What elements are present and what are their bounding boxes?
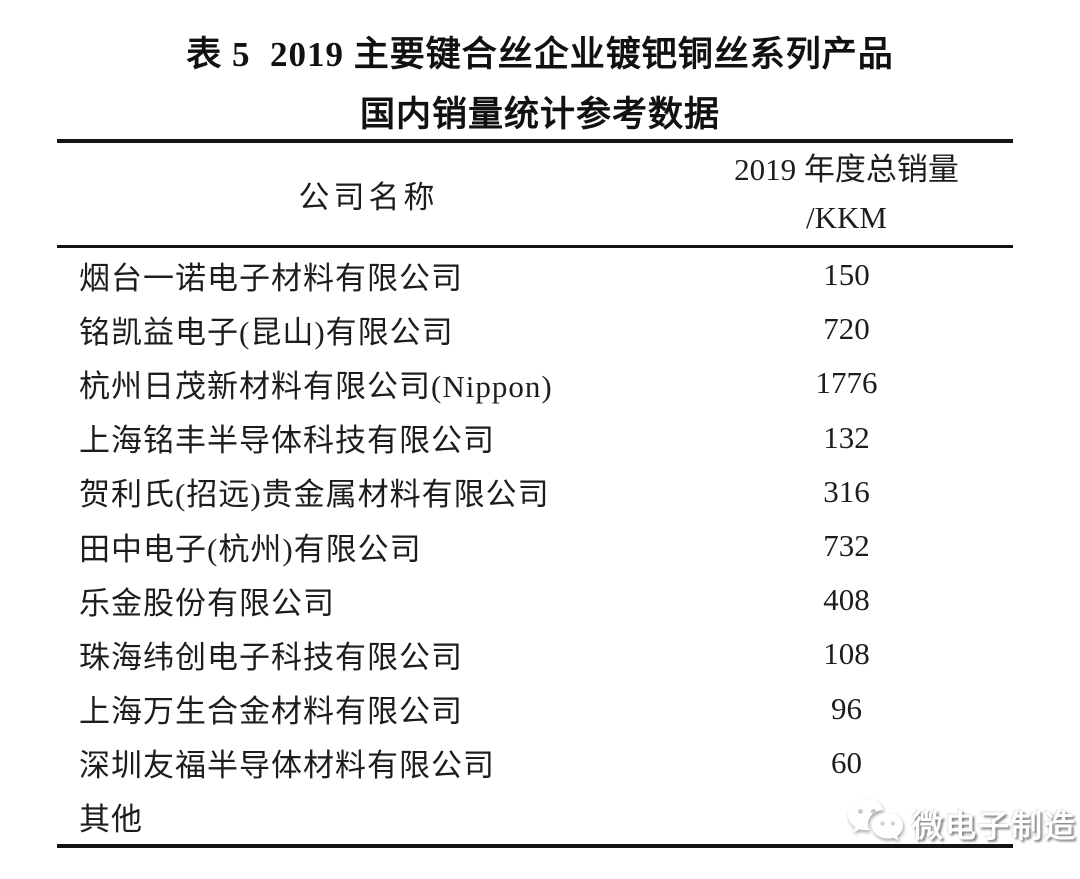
company-cell: 其他 [79, 802, 143, 838]
table-body: 烟台一诺电子材料有限公司 150 铭凯益电子(昆山)有限公司 720 杭州日茂新… [57, 248, 1013, 844]
sales-cell: 408 [823, 582, 870, 618]
sales-cell: 1776 [815, 365, 878, 401]
company-cell: 烟台一诺电子材料有限公司 [79, 260, 463, 296]
table-row: 贺利氏(招远)贵金属材料有限公司 316 [57, 465, 1013, 519]
table-row: 其他 [57, 790, 1013, 844]
table-row: 杭州日茂新材料有限公司(Nippon) 1776 [57, 356, 1013, 410]
table-row: 上海万生合金材料有限公司 96 [57, 682, 1013, 736]
table-rule-bottom [57, 844, 1013, 848]
table-row: 乐金股份有限公司 408 [57, 573, 1013, 627]
sales-cell: 108 [823, 636, 870, 672]
company-cell: 乐金股份有限公司 [79, 585, 335, 621]
column-header-sales-line1: 2019 年度总销量 [734, 152, 959, 187]
watermark: 微电子制造 [846, 792, 1077, 854]
sales-cell: 132 [823, 419, 870, 455]
sales-cell: 60 [831, 744, 862, 780]
company-cell: 上海万生合金材料有限公司 [79, 694, 463, 730]
table-header-row: 公司名称 2019 年度总销量 /KKM [57, 143, 1013, 245]
table-row: 深圳友福半导体材料有限公司 60 [57, 736, 1013, 790]
sales-cell: 150 [823, 257, 870, 293]
table-title-line1: 表 5 2019 主要键合丝企业镀钯铜丝系列产品 [186, 35, 894, 74]
table-row: 烟台一诺电子材料有限公司 150 [57, 248, 1013, 302]
table-row: 珠海纬创电子科技有限公司 108 [57, 627, 1013, 681]
column-header-sales-line2: /KKM [806, 200, 887, 235]
table-row: 田中电子(杭州)有限公司 732 [57, 519, 1013, 573]
table-row: 铭凯益电子(昆山)有限公司 720 [57, 302, 1013, 356]
watermark-label: 微电子制造 [912, 808, 1077, 844]
sales-cell: 720 [823, 311, 870, 347]
company-cell: 深圳友福半导体材料有限公司 [79, 748, 495, 784]
company-cell: 杭州日茂新材料有限公司(Nippon) [79, 368, 553, 404]
wechat-icon [848, 799, 903, 841]
table-row: 上海铭丰半导体科技有限公司 132 [57, 411, 1013, 465]
table-rule-top [57, 139, 1013, 143]
company-cell: 上海铭丰半导体科技有限公司 [79, 423, 495, 459]
column-header-company: 公司名称 [298, 179, 439, 215]
column-header-sales: 2019 年度总销量 /KKM [680, 143, 1013, 245]
company-cell: 铭凯益电子(昆山)有限公司 [79, 314, 454, 350]
company-cell: 田中电子(杭州)有限公司 [79, 531, 422, 567]
sales-cell: 96 [831, 690, 862, 726]
table-title-line2: 国内销量统计参考数据 [359, 95, 720, 134]
sales-cell: 732 [823, 528, 870, 564]
company-cell: 珠海纬创电子科技有限公司 [79, 639, 463, 675]
table-rule-header-separator [57, 245, 1013, 248]
company-cell: 贺利氏(招远)贵金属材料有限公司 [79, 477, 550, 513]
sales-cell: 316 [823, 473, 870, 509]
